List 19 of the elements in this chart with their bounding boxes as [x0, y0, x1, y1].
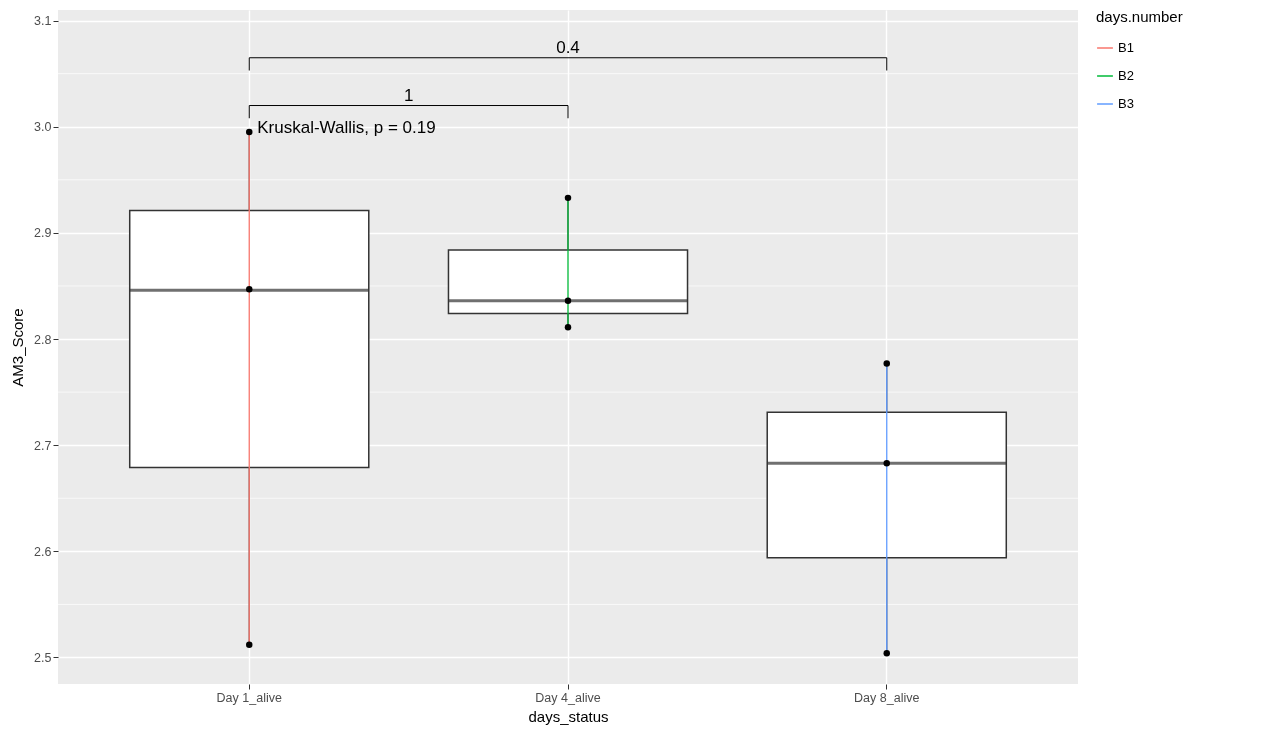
x-tick-label: Day 1_alive	[216, 690, 282, 705]
x-axis-title: days_status	[528, 708, 609, 725]
legend-label: B2	[1118, 68, 1134, 83]
y-tick-label: 2.6	[34, 544, 52, 559]
y-tick-label: 2.5	[34, 650, 52, 665]
legend-label: B3	[1118, 96, 1134, 111]
y-axis-title: AM3_Score	[9, 308, 27, 387]
y-tick-label: 3.1	[34, 14, 52, 29]
y-tick-label: 3.0	[34, 120, 52, 135]
y-tick-label: 2.8	[34, 332, 52, 347]
annotation: 0.4	[556, 37, 580, 57]
x-tick-label: Day 8_alive	[854, 690, 920, 705]
annotation: Kruskal-Wallis, p = 0.19	[257, 117, 436, 137]
x-tick-label: Day 4_alive	[535, 690, 601, 705]
legend-label: B1	[1118, 40, 1134, 55]
y-tick-label: 2.7	[34, 438, 52, 453]
y-tick-label: 2.9	[34, 226, 52, 241]
annotation: 1	[403, 85, 414, 105]
legend-title: days.number	[1096, 8, 1183, 25]
